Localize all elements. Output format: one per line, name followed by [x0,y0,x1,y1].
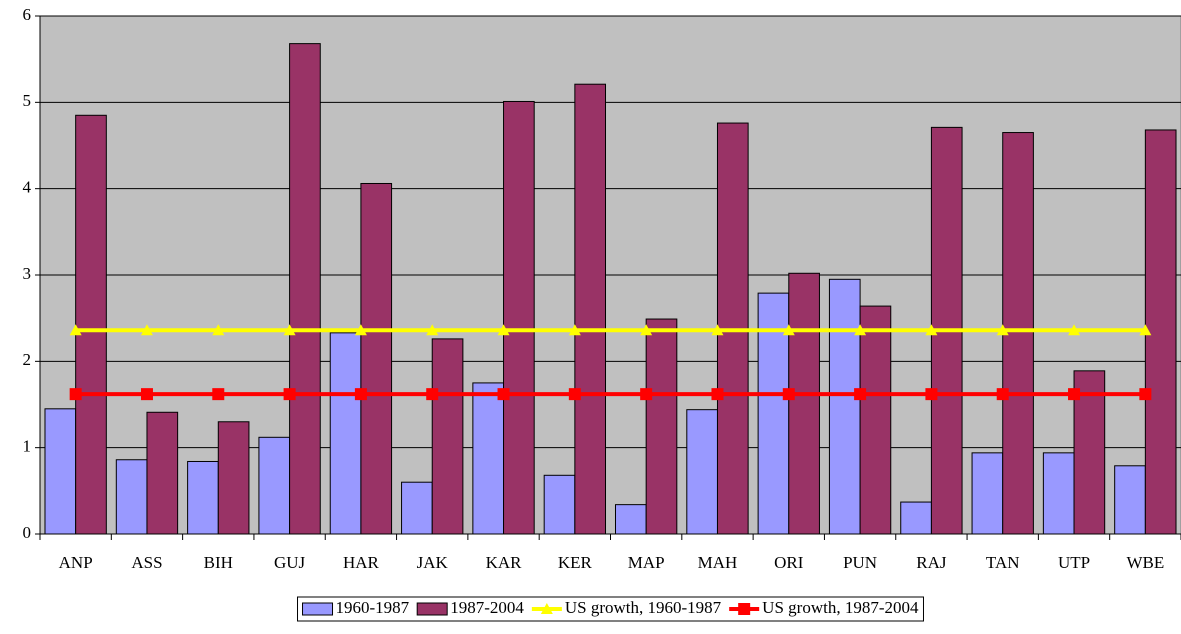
x-tick-label: RAJ [916,553,947,572]
x-tick-label: UTP [1058,553,1090,572]
line-marker [711,388,724,401]
legend-label: US growth, 1960-1987 [565,598,722,617]
bar [329,332,362,535]
bar [146,411,179,535]
bar [187,460,219,535]
x-tick-label: GUJ [274,553,306,572]
line-marker [426,324,439,336]
line-marker [354,388,367,401]
bar [401,481,433,535]
legend-label: US growth, 1987-2004 [762,598,919,617]
bar [757,292,790,535]
bar [115,459,148,535]
y-tick-label: 3 [23,264,32,283]
line-marker [996,388,1009,401]
x-tick-label: TAN [986,553,1020,572]
line-marker [996,324,1009,336]
legend: 1960-1987 1987-2004 US growth, 1960-1987 US… [297,596,924,622]
bar [1002,132,1034,535]
line-marker [497,388,510,401]
line-marker [212,324,225,336]
y-tick-label: 2 [23,350,32,369]
line-marker [283,324,296,336]
bar [1042,452,1075,535]
line-marker [140,388,153,401]
line-marker [69,388,82,401]
y-tick-label: 6 [23,5,32,24]
bar [289,43,321,535]
bar [44,408,77,535]
legend-label: 1987-2004 [450,598,524,617]
bar [788,272,820,535]
bar [859,305,892,535]
x-tick-label: JAK [417,553,449,572]
bar [1144,129,1177,535]
y-tick-label: 4 [23,178,32,197]
bar [543,474,576,535]
line-marker [925,388,938,401]
legend-box [297,596,924,622]
bar [686,409,718,535]
legend-swatch [302,602,334,616]
bar [1114,465,1146,535]
line-marker [925,324,938,336]
line-marker [854,388,867,401]
line-marker [354,324,367,336]
line-marker [782,388,795,401]
bar [360,182,393,535]
y-tick-label: 0 [23,523,32,542]
line-marker [212,388,225,401]
line-marker [540,603,553,614]
line-marker [283,388,296,401]
x-tick-label: BIH [204,553,233,572]
x-tick-label: ASS [131,553,162,572]
line-marker [69,324,82,336]
line-marker [497,324,510,336]
line-marker [1139,388,1152,401]
x-tick-label: MAP [628,553,665,572]
line-marker [140,324,153,336]
line-marker [1068,324,1081,336]
line-marker [640,388,653,401]
x-tick-label: KER [558,553,593,572]
line-marker [568,324,581,336]
bar [614,504,647,535]
x-tick-label: PUN [843,553,877,572]
x-tick-label: HAR [343,553,380,572]
line-marker [1139,324,1152,336]
x-tick-label: KAR [486,553,523,572]
bar [971,452,1004,535]
bar [75,114,107,535]
x-tick-label: MAH [698,553,738,572]
y-tick-label: 1 [23,437,32,456]
line-marker [640,324,653,336]
line-marker [782,324,795,336]
line-marker [1068,388,1081,401]
bar [503,100,535,535]
line-marker [426,388,439,401]
bar [645,318,678,535]
x-tick-label: ORI [774,553,804,572]
bar [574,83,607,535]
y-tick-label: 5 [23,91,32,110]
line-marker [738,603,751,615]
x-tick-label: ANP [59,553,93,572]
bar [431,338,464,535]
line-marker [568,388,581,401]
bar [472,382,505,535]
line-marker [711,324,724,336]
bar [258,436,291,535]
legend-label: 1960-1987 [336,598,410,617]
bar [828,278,861,535]
line-marker [854,324,867,336]
bar [900,501,932,535]
legend-swatch [416,602,448,616]
x-tick-label: WBE [1126,553,1164,572]
bar [217,421,250,535]
